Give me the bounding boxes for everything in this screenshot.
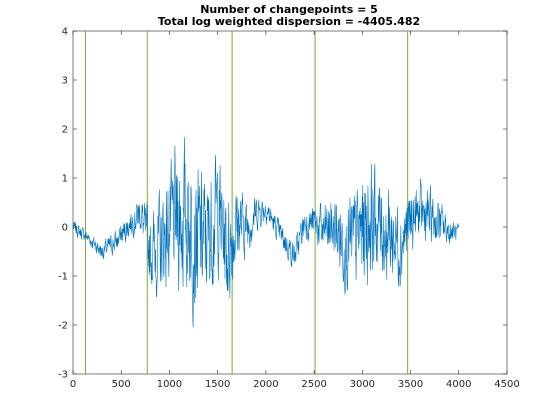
x-tick-label: 4500 [494,379,519,390]
y-tick-label: 3 [62,76,68,87]
x-tick-label: 2500 [301,379,326,390]
y-axis-ticks: -3 -2 -1 0 1 2 3 4 [58,27,507,381]
x-tick-label: 1500 [205,379,230,390]
y-tick-label: 4 [62,27,68,38]
signal-series [72,136,460,328]
x-tick-label: 3000 [350,379,375,390]
x-axis-ticks: 0 500 1000 1500 2000 2500 3000 3500 4000 4500 [70,31,520,390]
x-tick-label: 1000 [157,379,182,390]
y-tick-label: -2 [58,321,68,332]
y-tick-label: -3 [58,370,68,381]
x-tick-label: 2000 [253,379,278,390]
signal-line [72,136,460,328]
changepoint-lines [85,31,409,374]
y-tick-label: 1 [62,174,68,185]
plot-area [72,30,508,375]
x-tick-label: 0 [70,379,76,390]
chart-title-line-1: Number of changepoints = 5 [200,3,378,16]
x-tick-label: 4000 [446,379,471,390]
chart-title-line-2: Total log weighted dispersion = -4405.48… [158,15,420,28]
y-tick-label: -1 [58,272,68,283]
x-tick-label: 3500 [398,379,423,390]
y-tick-label: 2 [62,125,68,136]
x-tick-label: 500 [112,379,131,390]
y-tick-label: 0 [62,223,68,234]
